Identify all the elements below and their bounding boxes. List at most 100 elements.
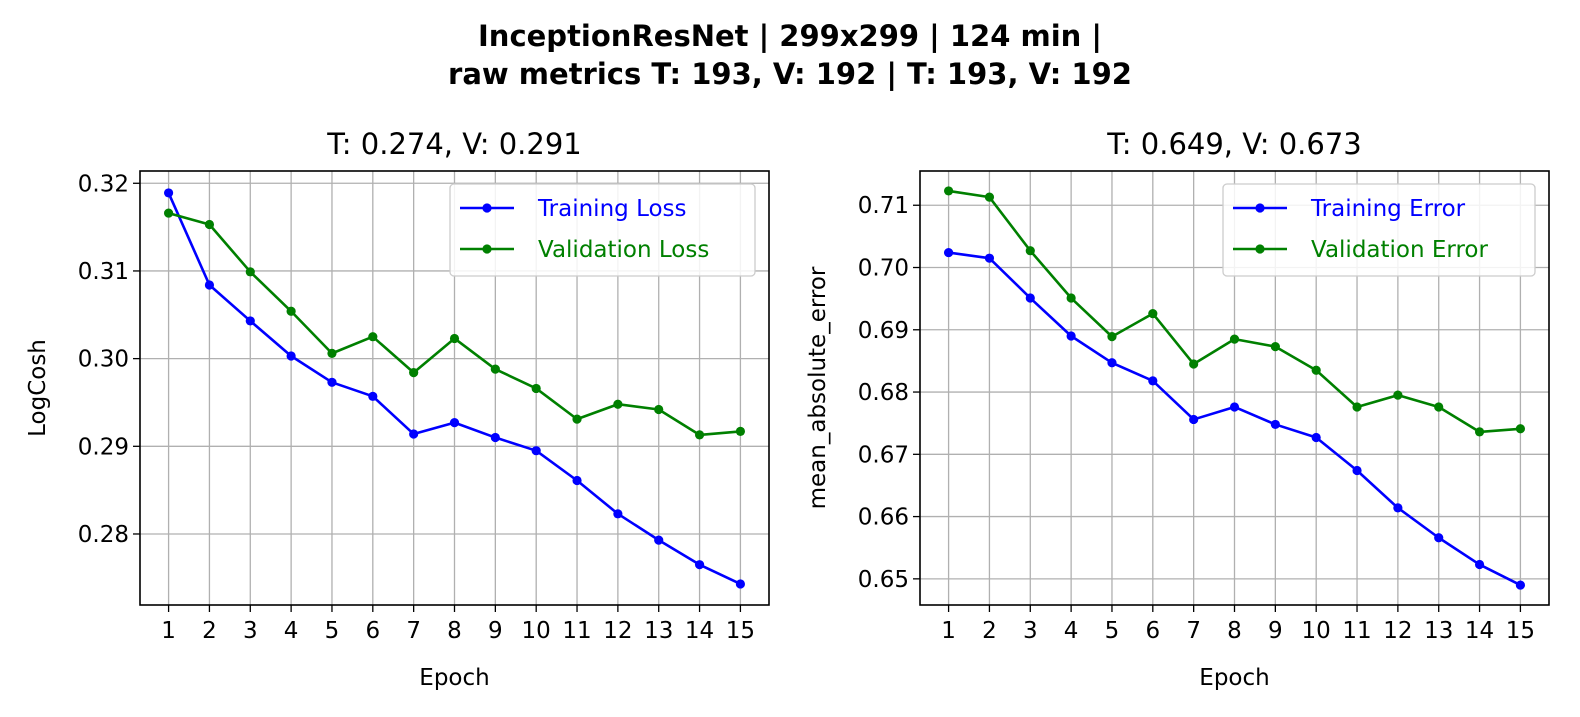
data-point: [1025, 293, 1035, 303]
y-axis-label: mean_absolute_error: [805, 266, 831, 509]
data-point: [531, 446, 541, 456]
y-tick-label: 0.31: [78, 259, 129, 285]
chart-title: T: 0.274, V: 0.291: [326, 127, 581, 161]
x-tick-label: 2: [982, 618, 997, 644]
data-point: [1107, 332, 1117, 342]
y-tick-label: 0.66: [858, 505, 909, 531]
legend-box: [449, 183, 756, 277]
legend-marker: [1255, 244, 1265, 254]
data-point: [1434, 402, 1444, 412]
x-tick-label: 3: [1023, 618, 1038, 644]
x-tick-label: 11: [1342, 618, 1371, 644]
x-tick-label: 8: [447, 618, 462, 644]
x-tick-label: 8: [1227, 618, 1242, 644]
data-point: [1189, 414, 1199, 425]
data-point: [1515, 424, 1526, 434]
x-tick-label: 13: [644, 618, 673, 644]
data-point: [1352, 402, 1362, 412]
data-point: [245, 316, 255, 326]
x-tick-label: 7: [406, 618, 421, 644]
y-tick-label: 0.30: [78, 347, 129, 373]
data-point: [1270, 341, 1280, 352]
data-point: [327, 348, 337, 358]
x-axis-label: Epoch: [419, 665, 489, 691]
data-point: [1148, 376, 1158, 386]
chart-title: T: 0.649, V: 0.673: [1106, 127, 1361, 161]
y-tick-label: 0.29: [78, 434, 129, 460]
suptitle-line-1: InceptionResNet | 299x299 | 124 min |: [478, 19, 1102, 53]
data-point: [163, 208, 174, 218]
data-point: [1066, 331, 1076, 341]
data-point: [327, 377, 337, 387]
x-tick-label: 15: [726, 618, 755, 644]
legend-label: Validation Error: [1311, 237, 1488, 263]
x-tick-label: 12: [1383, 618, 1412, 644]
x-tick-label: 13: [1424, 618, 1453, 644]
data-point: [654, 404, 664, 415]
legend: Training Loss Validation Loss: [449, 183, 756, 277]
y-tick-label: 0.69: [858, 318, 909, 344]
data-point: [572, 475, 582, 486]
y-tick-label: 0.70: [858, 256, 909, 282]
data-point: [943, 186, 954, 196]
y-tick-label: 0.68: [858, 380, 909, 406]
y-tick-label: 0.32: [78, 171, 129, 197]
data-point: [654, 535, 664, 545]
suptitle-line-2: raw metrics T: 193, V: 192 | T: 193, V: …: [448, 57, 1132, 91]
data-point: [1393, 503, 1403, 513]
x-tick-label: 1: [941, 618, 956, 644]
data-point: [1311, 365, 1321, 375]
data-point: [368, 391, 378, 401]
x-axis-label: Epoch: [1199, 665, 1269, 691]
x-tick-label: 2: [202, 618, 217, 644]
x-tick-label: 1: [161, 618, 176, 644]
data-point: [613, 509, 623, 519]
plot-frame: [139, 170, 770, 606]
x-tick-label: 4: [284, 618, 299, 644]
data-point: [1393, 390, 1403, 400]
data-point: [735, 426, 746, 436]
x-tick-label: 14: [1465, 618, 1494, 644]
legend-marker: [482, 203, 492, 213]
data-point: [204, 280, 215, 290]
y-tick-label: 0.71: [858, 193, 909, 219]
data-point: [286, 306, 296, 316]
data-point: [1229, 402, 1240, 412]
x-tick-label: 11: [562, 618, 591, 644]
data-point: [490, 364, 500, 374]
x-tick-label: 9: [1268, 618, 1283, 644]
data-point: [1189, 359, 1199, 369]
data-point: [409, 429, 419, 439]
legend-label: Training Loss: [537, 196, 687, 222]
loss-chart: 1 2 3 4 5 6 7 8 9 10 11 12 13 14 150.280.290.300.310.3…: [25, 127, 770, 691]
y-tick-label: 0.65: [858, 567, 909, 593]
legend-label: Training Error: [1310, 196, 1466, 222]
data-point: [943, 247, 954, 258]
data-point: [1107, 358, 1117, 368]
legend-marker: [1255, 203, 1265, 213]
x-tick-label: 5: [1105, 618, 1120, 644]
data-point: [1148, 308, 1158, 319]
data-point: [1352, 465, 1362, 476]
x-tick-label: 5: [325, 618, 340, 644]
data-point: [286, 351, 296, 361]
x-tick-label: 6: [1145, 618, 1160, 644]
x-tick-label: 4: [1064, 618, 1079, 644]
data-point: [1025, 246, 1035, 256]
x-tick-label: 10: [1302, 618, 1331, 644]
data-point: [245, 267, 255, 277]
x-tick-label: 15: [1506, 618, 1535, 644]
legend-marker: [482, 244, 492, 254]
data-point: [1229, 334, 1240, 344]
data-point: [1066, 293, 1076, 303]
data-point: [449, 333, 460, 344]
data-point: [368, 332, 378, 342]
x-tick-label: 14: [685, 618, 714, 644]
data-point: [1515, 580, 1526, 590]
data-point: [984, 253, 995, 263]
data-point: [572, 414, 582, 424]
data-point: [531, 383, 541, 394]
y-axis-label: LogCosh: [25, 339, 51, 437]
x-tick-label: 7: [1186, 618, 1201, 644]
